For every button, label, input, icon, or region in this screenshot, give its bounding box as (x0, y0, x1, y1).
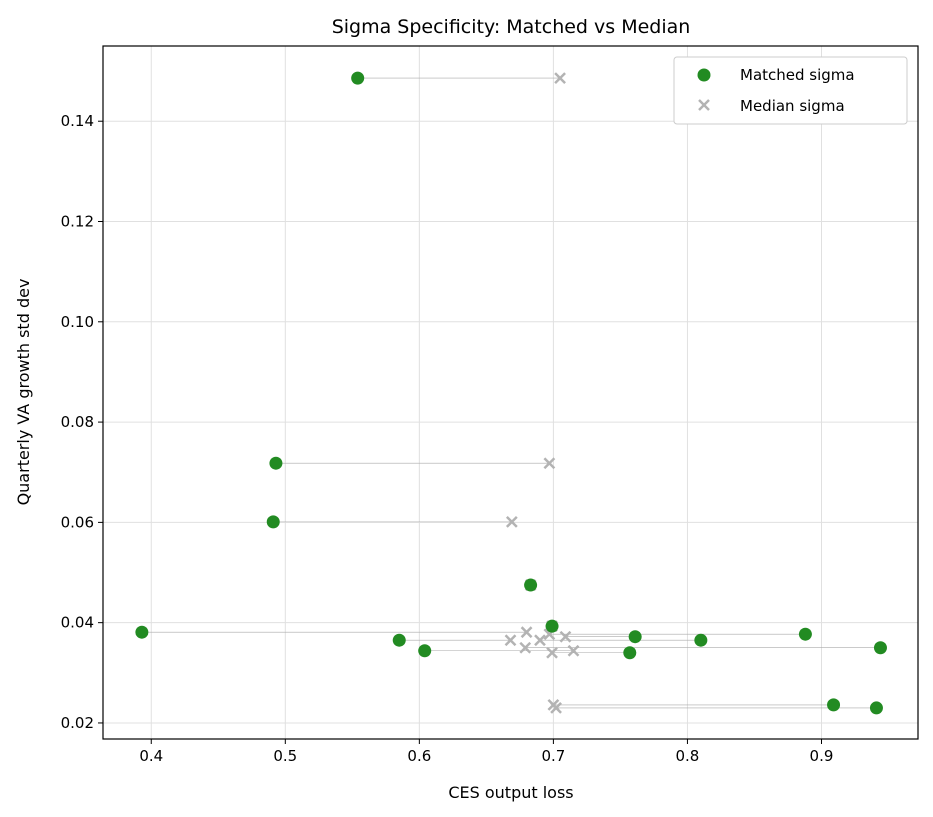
matched-sigma-point (869, 701, 883, 715)
x-marker-stroke (520, 626, 533, 639)
median-sigma-point (567, 644, 580, 657)
x-marker-stroke (543, 457, 556, 470)
x-marker-stroke (504, 634, 517, 647)
legend: Matched sigma Median sigma (673, 56, 908, 125)
median-sigma-point (505, 515, 518, 528)
matched-sigma-point (694, 633, 708, 647)
median-sigma-point (534, 634, 546, 647)
median-sigma-point (550, 702, 562, 714)
matched-sigma-point (351, 71, 365, 85)
x-marker-stroke (550, 702, 562, 714)
x-marker-stroke (534, 634, 546, 647)
y-tick-label: 0.06 (61, 513, 94, 531)
matched-sigma-point (798, 627, 812, 641)
matched-sigma-point (135, 625, 149, 639)
y-axis-label: Quarterly VA growth std dev (14, 279, 33, 506)
chart-title: Sigma Specificity: Matched vs Median (332, 16, 691, 38)
x-tick-label: 0.7 (541, 747, 565, 765)
legend-label-median: Median sigma (740, 97, 845, 115)
matched-sigma-point (392, 633, 406, 647)
x-tick-label: 0.6 (407, 747, 431, 765)
y-tick-label: 0.08 (61, 413, 94, 431)
matched-sigma-point (269, 456, 283, 470)
y-tick-label: 0.04 (61, 614, 94, 632)
matched-sigma-point (623, 646, 637, 660)
x-tick-label: 0.9 (810, 747, 834, 765)
x-marker-stroke (519, 641, 532, 654)
x-marker-stroke (567, 644, 580, 657)
matched-sigma-point (827, 698, 841, 712)
x-tick-label: 0.4 (139, 747, 163, 765)
x-marker-stroke (505, 515, 518, 528)
x-marker-stroke (559, 630, 572, 643)
y-tick-label: 0.02 (61, 714, 94, 732)
median-sigma-point (520, 626, 533, 639)
median-sigma-point (519, 641, 532, 654)
x-marker-stroke (546, 646, 558, 659)
matched-sigma-point (266, 515, 280, 529)
median-sigma-point (543, 457, 556, 470)
legend-marker-matched (697, 68, 711, 82)
matched-sigma-point (524, 578, 538, 592)
x-tick-label: 0.5 (273, 747, 297, 765)
median-sigma-point (504, 634, 517, 647)
median-sigma-point (559, 630, 572, 643)
legend-marker-median (698, 99, 710, 111)
legend-label-matched: Matched sigma (740, 66, 855, 84)
matched-sigma-point (873, 641, 887, 655)
y-tick-label: 0.10 (61, 313, 94, 331)
matched-sigma-point (418, 644, 432, 658)
median-sigma-point (546, 646, 558, 659)
plot-frame (102, 45, 919, 740)
matched-sigma-point (628, 630, 642, 644)
x-tick-label: 0.8 (676, 747, 700, 765)
y-tick-label: 0.12 (61, 213, 94, 231)
matched-sigma-point (545, 619, 559, 633)
x-marker-stroke (554, 72, 566, 84)
x-axis-label: CES output loss (448, 783, 573, 802)
median-sigma-point (554, 72, 566, 84)
y-tick-label: 0.14 (61, 112, 94, 130)
